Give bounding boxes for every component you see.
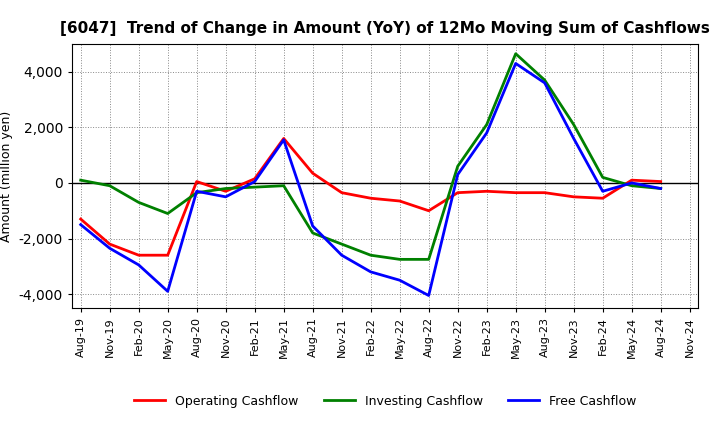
- Free Cashflow: [279, 137, 288, 143]
- Investing Cashflow: [570, 122, 578, 127]
- Investing Cashflow: [279, 183, 288, 188]
- Free Cashflow: [163, 289, 172, 294]
- Operating Cashflow: [251, 176, 259, 181]
- Investing Cashflow: [482, 122, 491, 127]
- Operating Cashflow: [76, 216, 85, 222]
- Free Cashflow: [395, 278, 404, 283]
- Investing Cashflow: [541, 77, 549, 83]
- Investing Cashflow: [221, 186, 230, 191]
- Free Cashflow: [366, 269, 375, 275]
- Title: [6047]  Trend of Change in Amount (YoY) of 12Mo Moving Sum of Cashflows: [6047] Trend of Change in Amount (YoY) o…: [60, 21, 710, 36]
- Free Cashflow: [192, 189, 201, 194]
- Free Cashflow: [424, 293, 433, 298]
- Free Cashflow: [308, 224, 317, 229]
- Operating Cashflow: [570, 194, 578, 199]
- Investing Cashflow: [598, 175, 607, 180]
- Operating Cashflow: [105, 242, 114, 247]
- Investing Cashflow: [192, 190, 201, 195]
- Free Cashflow: [105, 246, 114, 251]
- Operating Cashflow: [221, 189, 230, 194]
- Free Cashflow: [482, 130, 491, 136]
- Free Cashflow: [454, 172, 462, 177]
- Free Cashflow: [570, 136, 578, 141]
- Operating Cashflow: [598, 196, 607, 201]
- Free Cashflow: [338, 253, 346, 258]
- Line: Investing Cashflow: Investing Cashflow: [81, 54, 661, 259]
- Operating Cashflow: [511, 190, 520, 195]
- Operating Cashflow: [279, 136, 288, 141]
- Free Cashflow: [627, 180, 636, 186]
- Operating Cashflow: [424, 208, 433, 213]
- Investing Cashflow: [454, 164, 462, 169]
- Line: Free Cashflow: Free Cashflow: [81, 63, 661, 296]
- Free Cashflow: [76, 222, 85, 227]
- Free Cashflow: [221, 194, 230, 199]
- Operating Cashflow: [338, 190, 346, 195]
- Investing Cashflow: [163, 211, 172, 216]
- Free Cashflow: [541, 80, 549, 85]
- Operating Cashflow: [541, 190, 549, 195]
- Free Cashflow: [511, 61, 520, 66]
- Y-axis label: Amount (million yen): Amount (million yen): [0, 110, 13, 242]
- Legend: Operating Cashflow, Investing Cashflow, Free Cashflow: Operating Cashflow, Investing Cashflow, …: [129, 390, 642, 413]
- Line: Operating Cashflow: Operating Cashflow: [81, 139, 661, 255]
- Operating Cashflow: [454, 190, 462, 195]
- Free Cashflow: [598, 189, 607, 194]
- Free Cashflow: [657, 186, 665, 191]
- Investing Cashflow: [76, 177, 85, 183]
- Investing Cashflow: [105, 183, 114, 188]
- Investing Cashflow: [135, 200, 143, 205]
- Operating Cashflow: [627, 177, 636, 183]
- Operating Cashflow: [308, 171, 317, 176]
- Investing Cashflow: [657, 186, 665, 191]
- Investing Cashflow: [511, 51, 520, 56]
- Operating Cashflow: [135, 253, 143, 258]
- Investing Cashflow: [366, 253, 375, 258]
- Investing Cashflow: [308, 230, 317, 235]
- Investing Cashflow: [627, 183, 636, 188]
- Operating Cashflow: [192, 179, 201, 184]
- Operating Cashflow: [657, 179, 665, 184]
- Free Cashflow: [135, 262, 143, 268]
- Operating Cashflow: [366, 196, 375, 201]
- Investing Cashflow: [395, 257, 404, 262]
- Investing Cashflow: [251, 184, 259, 190]
- Operating Cashflow: [163, 253, 172, 258]
- Investing Cashflow: [338, 242, 346, 247]
- Operating Cashflow: [395, 198, 404, 204]
- Free Cashflow: [251, 179, 259, 184]
- Operating Cashflow: [482, 189, 491, 194]
- Investing Cashflow: [424, 257, 433, 262]
